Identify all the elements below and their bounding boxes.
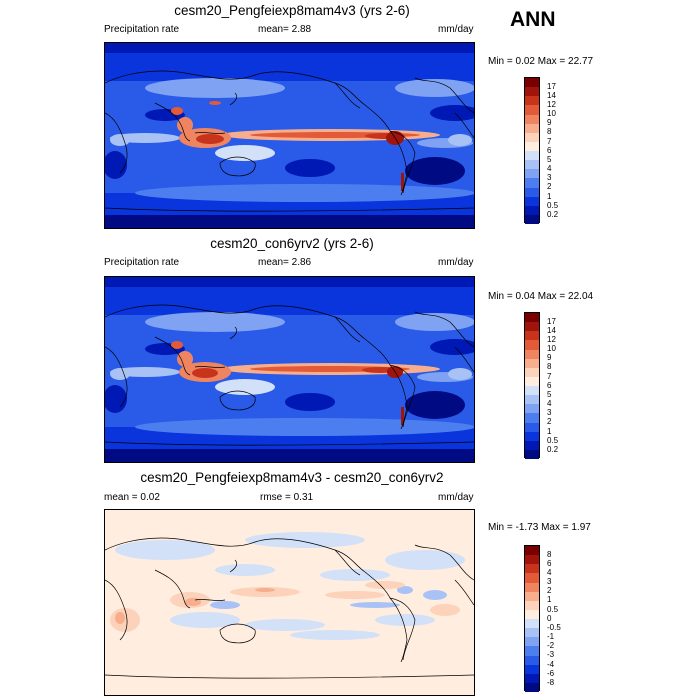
panel1-map xyxy=(104,42,475,229)
colorbar-tick: 7 xyxy=(547,137,552,146)
panel2-map xyxy=(104,276,475,463)
panel3-mean-label: mean = 0.02 xyxy=(104,492,160,503)
colorbar-tick: 7 xyxy=(547,372,552,381)
colorbar-tick: 3 xyxy=(547,577,552,586)
colorbar-tick: 2 xyxy=(547,417,552,426)
colorbar-tick: -0.5 xyxy=(547,623,561,632)
panel3-minmax-label: Min = -1.73 Max = 1.97 xyxy=(488,522,591,533)
colorbar-tick: 12 xyxy=(547,335,556,344)
colorbar-tick: 9 xyxy=(547,353,552,362)
colorbar-tick: -3 xyxy=(547,650,555,659)
panel1-variable-label: Precipitation rate xyxy=(104,24,180,35)
colorbar-tick: 4 xyxy=(547,399,552,408)
colorbar-tick: 4 xyxy=(547,164,552,173)
panel2-units-label: mm/day xyxy=(438,257,474,268)
panel1-title: cesm20_Pengfeiexp8mam4v3 (yrs 2-6) xyxy=(174,3,410,18)
colorbar-tick: 8 xyxy=(547,127,552,136)
panel1-minmax-label: Min = 0.02 Max = 22.77 xyxy=(488,56,594,67)
panel2-colorbar xyxy=(524,312,540,459)
panel2-mean-label: mean= 2.86 xyxy=(258,257,312,268)
colorbar-tick: 5 xyxy=(547,155,552,164)
panel2-title: cesm20_con6yrv2 (yrs 2-6) xyxy=(210,236,374,251)
colorbar-tick: 4 xyxy=(547,568,552,577)
colorbar-tick: 8 xyxy=(547,362,552,371)
colorbar-tick: -2 xyxy=(547,641,555,650)
colorbar-tick: -8 xyxy=(547,678,555,687)
colorbar-tick: 1 xyxy=(547,192,552,201)
panel2-variable-label: Precipitation rate xyxy=(104,257,180,268)
colorbar-tick: 0 xyxy=(547,614,552,623)
panel3-title: cesm20_Pengfeiexp8mam4v3 - cesm20_con6yr… xyxy=(140,470,444,485)
colorbar-tick: 6 xyxy=(547,146,552,155)
colorbar-tick: 6 xyxy=(547,559,552,568)
colorbar-tick: 0.5 xyxy=(547,436,559,445)
panel3-map xyxy=(104,509,475,696)
panel3-rmse-label: rmse = 0.31 xyxy=(260,492,314,503)
colorbar-tick: -1 xyxy=(547,632,555,641)
colorbar-tick: 10 xyxy=(547,109,556,118)
panel1-colorbar xyxy=(524,77,540,224)
colorbar-tick: 14 xyxy=(547,91,556,100)
colorbar-tick: 3 xyxy=(547,173,552,182)
colorbar-tick: 2 xyxy=(547,182,552,191)
colorbar-tick: 0.2 xyxy=(547,210,559,219)
colorbar-tick: -6 xyxy=(547,669,555,678)
panel1-mean-label: mean= 2.88 xyxy=(258,24,312,35)
colorbar-tick: 9 xyxy=(547,118,552,127)
colorbar-tick: 17 xyxy=(547,82,556,91)
season-label: ANN xyxy=(510,8,556,31)
panel3-colorbar xyxy=(524,545,540,692)
colorbar-tick: 1 xyxy=(547,427,552,436)
colorbar-tick: 17 xyxy=(547,317,556,326)
colorbar-tick: -4 xyxy=(547,660,555,669)
panel1-units-label: mm/day xyxy=(438,24,474,35)
colorbar-tick: 0.2 xyxy=(547,445,559,454)
colorbar-tick: 10 xyxy=(547,344,556,353)
panel2-minmax-label: Min = 0.04 Max = 22.04 xyxy=(488,291,594,302)
colorbar-tick: 5 xyxy=(547,390,552,399)
colorbar-tick: 12 xyxy=(547,100,556,109)
colorbar-tick: 14 xyxy=(547,326,556,335)
colorbar-tick: 0.5 xyxy=(547,605,559,614)
colorbar-tick: 8 xyxy=(547,550,552,559)
colorbar-tick: 2 xyxy=(547,586,552,595)
colorbar-tick: 1 xyxy=(547,595,552,604)
colorbar-tick: 0.5 xyxy=(547,201,559,210)
colorbar-tick: 6 xyxy=(547,381,552,390)
panel3-units-label: mm/day xyxy=(438,492,474,503)
colorbar-tick: 3 xyxy=(547,408,552,417)
